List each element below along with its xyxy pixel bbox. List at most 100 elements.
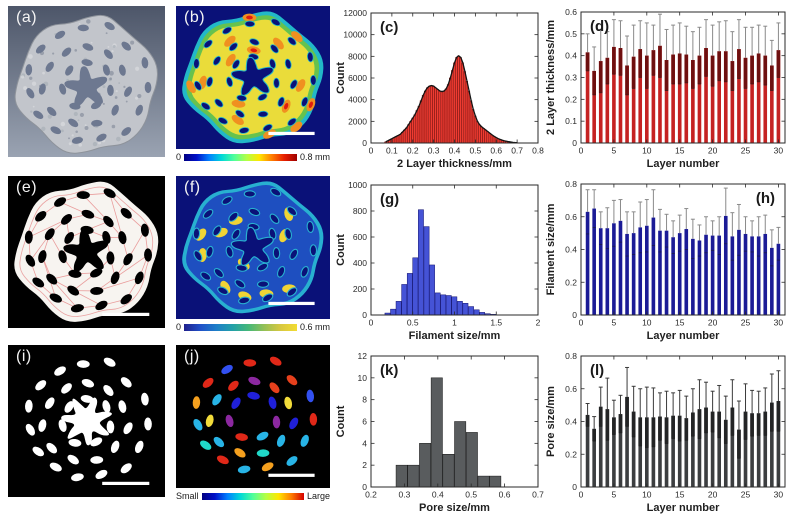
- svg-text:12000: 12000: [343, 8, 367, 18]
- svg-text:0.2: 0.2: [365, 490, 377, 500]
- svg-text:30: 30: [774, 490, 784, 500]
- svg-text:0.2: 0.2: [565, 277, 577, 287]
- svg-text:0: 0: [579, 490, 584, 500]
- svg-text:0: 0: [369, 318, 374, 328]
- colorbar-b-min: 0: [176, 152, 182, 162]
- svg-text:0.4: 0.4: [449, 146, 461, 156]
- svg-text:0.7: 0.7: [532, 490, 544, 500]
- svg-text:10: 10: [642, 146, 652, 156]
- svg-text:8000: 8000: [348, 51, 367, 61]
- panel-b-label: (b): [184, 9, 206, 26]
- svg-text:10: 10: [358, 373, 368, 383]
- panel-e-segmented-slice: (e): [8, 176, 165, 328]
- svg-text:0.6: 0.6: [565, 384, 577, 394]
- svg-text:10: 10: [642, 490, 652, 500]
- svg-text:0.2: 0.2: [565, 94, 577, 104]
- panel-letter: (h): [756, 190, 775, 207]
- segmented-slice-image: [8, 176, 165, 328]
- y-axis-label: Count: [335, 62, 347, 94]
- svg-text:0.3: 0.3: [428, 146, 440, 156]
- plot-area: [585, 13, 781, 144]
- svg-text:10000: 10000: [343, 30, 367, 40]
- svg-text:15: 15: [675, 146, 685, 156]
- colorbar-b: 0 0.8 mm: [176, 152, 330, 162]
- svg-text:0: 0: [579, 318, 584, 328]
- svg-text:0: 0: [362, 138, 367, 148]
- svg-text:0.4: 0.4: [565, 245, 577, 255]
- plot-area: [384, 54, 519, 144]
- scale-bar: [268, 473, 315, 477]
- 3d-scaffold-render: [8, 6, 165, 157]
- svg-text:0: 0: [572, 138, 577, 148]
- svg-text:25: 25: [741, 490, 751, 500]
- scale-bar: [268, 131, 315, 136]
- svg-text:1000: 1000: [348, 180, 367, 190]
- pore-mask-image: [8, 345, 165, 497]
- svg-text:0.2: 0.2: [407, 146, 419, 156]
- y-axis-label: Count: [335, 405, 347, 437]
- x-axis-label: Layer number: [647, 502, 720, 514]
- svg-text:0.6: 0.6: [490, 146, 502, 156]
- colorbar-f-min: 0: [176, 322, 182, 332]
- svg-text:600: 600: [353, 232, 367, 242]
- svg-text:0.5: 0.5: [565, 29, 577, 39]
- svg-text:0: 0: [579, 146, 584, 156]
- plot-area: [395, 377, 502, 488]
- svg-text:0.7: 0.7: [511, 146, 523, 156]
- svg-text:5: 5: [612, 318, 617, 328]
- svg-text:0.3: 0.3: [565, 73, 577, 83]
- panel-letter: (l): [590, 362, 604, 379]
- chart-l-pore-size-bars: 0 5 10 15 20 25 30 0 0.2 0.4 0.6 0.8 Layer number Por…: [545, 351, 786, 514]
- scale-bar: [268, 301, 315, 306]
- x-axis-label: Layer number: [647, 330, 720, 342]
- svg-text:30: 30: [774, 318, 784, 328]
- svg-text:20: 20: [708, 318, 718, 328]
- x-axis-label: Pore size/mm: [419, 502, 490, 514]
- x-axis-label: 2 Layer thickness/mm: [397, 158, 512, 170]
- panel-f-filament-map: (f): [176, 176, 330, 319]
- y-axis-label: 2 Layer thickness/mm: [545, 20, 557, 135]
- panel-i-label: (i): [16, 348, 32, 365]
- y-axis-label: Count: [335, 234, 347, 266]
- scale-bar: [102, 312, 150, 316]
- svg-text:20: 20: [708, 146, 718, 156]
- svg-text:4: 4: [362, 438, 367, 448]
- svg-text:0.4: 0.4: [432, 490, 444, 500]
- chart-d-layer-thickness-bars: 0 5 10 15 20 25 30 0 0.1 0.2 0.3 0.4 0.5 0.6 Layer num…: [545, 7, 786, 170]
- svg-text:0: 0: [362, 310, 367, 320]
- colorbar-j-min: Small: [176, 491, 199, 501]
- svg-text:0.4: 0.4: [565, 51, 577, 61]
- svg-text:2: 2: [362, 460, 367, 470]
- svg-text:0.8: 0.8: [565, 179, 577, 189]
- thickness-contour-image: [176, 6, 330, 149]
- panel-letter: (c): [380, 19, 398, 36]
- colorbar-j-max: Large: [306, 491, 330, 501]
- panel-a-3d-render: (a): [8, 6, 165, 157]
- chart-h-filament-size-bars: 0 5 10 15 20 25 30 0 0.2 0.4 0.6 0.8 Layer number Fil…: [545, 179, 786, 342]
- x-axis-label: Filament size/mm: [409, 330, 501, 342]
- y-axis-label: Pore size/mm: [545, 386, 557, 457]
- colorbar-b-max: 0.8 mm: [299, 152, 330, 162]
- filament-size-image: [176, 176, 330, 319]
- panel-j-label: (j): [184, 348, 200, 365]
- x-axis-label: Layer number: [647, 158, 720, 170]
- svg-text:15: 15: [675, 490, 685, 500]
- svg-text:0.5: 0.5: [469, 146, 481, 156]
- chart-c-layer-thickness-histogram: 0 0.1 0.2 0.3 0.4 0.5 0.6 0.7 0.8 0 2000 4000 6000 80…: [335, 8, 544, 170]
- svg-text:1: 1: [452, 318, 457, 328]
- panel-b-thickness-map: (b): [176, 6, 330, 149]
- svg-text:0.8: 0.8: [565, 351, 577, 361]
- panel-a-label: (a): [16, 9, 38, 26]
- panel-letter: (d): [590, 18, 609, 35]
- svg-text:5: 5: [612, 490, 617, 500]
- svg-text:6: 6: [362, 417, 367, 427]
- svg-text:0.1: 0.1: [565, 116, 577, 126]
- svg-text:6000: 6000: [348, 73, 367, 83]
- central-void: [61, 397, 112, 446]
- chart-g-filament-size-histogram: 0 0.5 1 1.5 2 0 200 400 600 800 1000 Filament size/…: [335, 180, 541, 342]
- svg-text:0: 0: [362, 482, 367, 492]
- svg-text:200: 200: [353, 284, 367, 294]
- panel-i-pore-mask: (i): [8, 345, 165, 497]
- svg-text:2: 2: [536, 318, 541, 328]
